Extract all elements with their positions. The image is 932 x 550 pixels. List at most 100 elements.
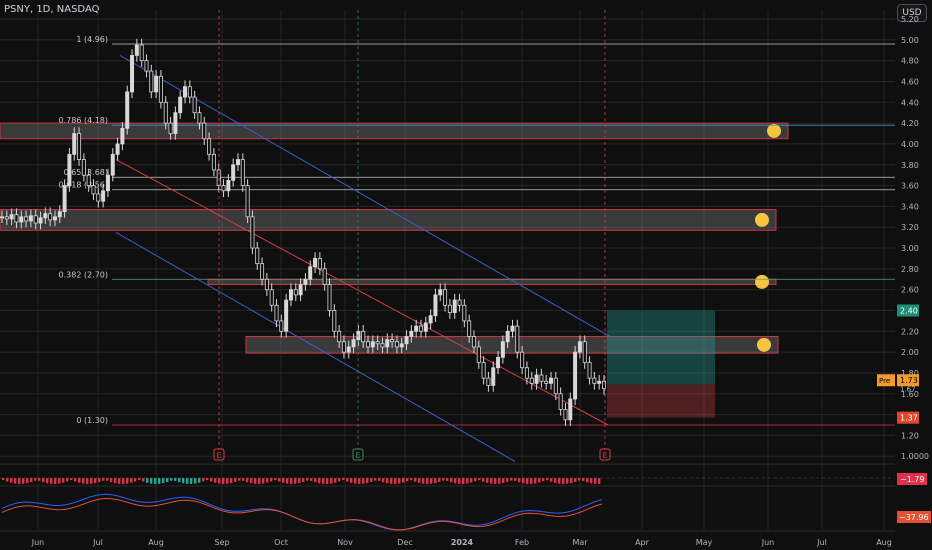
histogram-bar [102,478,105,481]
candle-body [573,351,578,400]
histogram-bar [518,478,521,483]
candle-body [500,341,505,358]
candle-body [317,258,322,270]
x-tick-label: Dec [397,538,412,547]
fib-label: 0.382 (2.70) [59,270,109,279]
histogram-bar [298,478,301,484]
candle-body [293,289,298,296]
x-tick-label: Oct [274,538,288,547]
emoji-icon [755,274,769,289]
candle-body [62,185,67,212]
candle-body [187,86,192,98]
candle-body [510,325,515,332]
y-tick-label: 1.80 [901,369,919,378]
histogram-bar [550,478,553,482]
candle-body [539,374,544,382]
y-tick-label: 2.00 [901,348,919,357]
histogram-bar [466,478,469,484]
histogram-bar [62,478,65,483]
candle-body [303,278,308,285]
candle-body [33,215,38,224]
candle-body [423,322,428,332]
x-tick-label: Mar [572,538,588,547]
y-tick-label: 3.20 [901,223,919,232]
histogram-bar [446,478,449,481]
histogram-bar [266,478,269,483]
candle-body [91,185,96,195]
candle-body [173,112,178,134]
histogram-bar [106,478,109,481]
y-tick-label: 4.40 [901,98,919,107]
candle-body [178,96,183,114]
candle-body [250,216,255,249]
histogram-bar [34,478,37,481]
histogram-bar [378,478,381,481]
candle-body [394,341,399,348]
histogram-bar [490,478,493,484]
histogram-bar [582,478,585,481]
histogram-bar [398,478,401,484]
histogram-bar [338,478,341,482]
histogram-bar [386,478,389,484]
histogram-bar [186,478,189,484]
currency-button[interactable]: USD [897,4,927,22]
candle-body [467,320,472,337]
candle-body [433,294,438,317]
candle-body [168,122,173,134]
histogram-bar [154,478,157,484]
histogram-bar [534,478,537,484]
histogram-bar [286,478,289,484]
x-tick-label: Jul [816,538,827,547]
histogram-bar [510,478,513,481]
candle-body [43,213,48,219]
candle-body [534,374,539,384]
histogram-bar [354,478,357,484]
histogram-bar [134,478,137,482]
candle-body [24,216,29,222]
histogram-bar [26,478,29,484]
histogram-bar [486,478,489,483]
candle-body [524,367,529,379]
histogram-bar [458,478,461,484]
histogram-bar [450,478,453,483]
candle-body [130,55,135,93]
candle-body [385,339,390,348]
candle-body [245,185,250,218]
histogram-bar [130,478,133,483]
target-zone [607,310,715,385]
candle-body [322,268,327,285]
histogram-bar [566,478,569,484]
candle-body [139,44,144,62]
candle-body [332,310,337,332]
histogram-bar [182,478,185,484]
y-tick-label: 5.20 [901,15,919,24]
histogram-bar [334,478,337,483]
x-tick-label: Apr [635,538,650,547]
candle-body [226,179,231,192]
histogram-bar [342,478,345,481]
histogram-bar [30,478,33,483]
histogram-bar [38,478,41,481]
trend-channel [115,55,611,462]
stop-price-label: 1.37 [900,414,918,423]
candle-body [351,339,356,348]
candle-body [568,398,573,421]
candle-body [544,380,549,384]
candle-body [144,60,149,72]
histogram-bar [114,478,117,484]
histogram-bar [250,478,253,484]
histogram-bar [462,478,465,484]
candle-body [115,143,120,155]
candle-body [341,341,346,353]
histogram-value-tag [897,473,927,485]
histogram-bar [274,478,277,481]
candle-body [587,362,592,379]
earnings-label: E [216,451,221,460]
histogram-bar [166,478,169,483]
histogram-bar [94,478,97,484]
candle-body [602,380,607,389]
histogram-bar [474,478,477,482]
symbol-header[interactable]: PSNY, 1D, NASDAQ [4,4,100,15]
candle-body [67,153,72,186]
